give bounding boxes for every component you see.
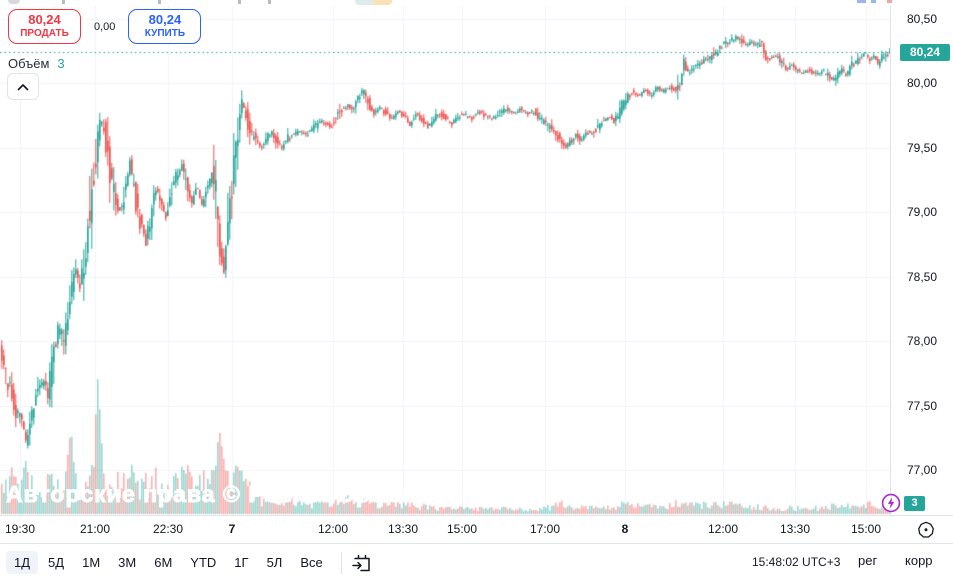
range-button-YTD[interactable]: YTD bbox=[182, 551, 224, 574]
axis-settings-gear-icon[interactable] bbox=[915, 519, 937, 541]
time-tick-label: 12:00 bbox=[317, 522, 349, 536]
price-tick-label: 77,50 bbox=[907, 398, 938, 413]
range-button-1Д[interactable]: 1Д bbox=[6, 551, 39, 574]
range-button-Все[interactable]: Все bbox=[292, 551, 330, 574]
price-tick-label: 78,00 bbox=[907, 334, 938, 348]
sell-label: ПРОДАТЬ bbox=[20, 28, 69, 40]
time-tick-label: 15:00 bbox=[446, 522, 478, 536]
time-tick-label: 13:30 bbox=[779, 522, 811, 536]
top-toolbar-fragment bbox=[355, 0, 373, 5]
volume-legend-value: 3 bbox=[57, 56, 65, 71]
volume-legend-label: Объём bbox=[8, 56, 50, 71]
toolbar-divider bbox=[340, 551, 342, 574]
time-tick-label: 21:00 bbox=[79, 522, 111, 536]
price-tick-label: 79,00 bbox=[907, 205, 938, 219]
top-toolbar-fragment bbox=[373, 0, 392, 5]
price-tick-label: 77,00 bbox=[907, 463, 938, 477]
data-adjustment-button[interactable]: корр bbox=[905, 553, 933, 568]
top-toolbar-fragment bbox=[158, 0, 161, 4]
sell-button[interactable]: 80,24 ПРОДАТЬ bbox=[8, 9, 81, 44]
chevron-up-icon bbox=[17, 83, 29, 90]
time-tick-label: 13:30 bbox=[387, 522, 419, 536]
volume-badge-group: 3 bbox=[880, 492, 925, 514]
current-volume-badge: 3 bbox=[904, 495, 925, 511]
price-axis[interactable]: 80,24 80,50 80,00 79,50 79,00 78,50 78,00 77,5… bbox=[890, 0, 953, 515]
price-tick-label: 80,00 bbox=[907, 76, 938, 90]
go-to-date-icon[interactable] bbox=[350, 551, 374, 575]
time-tick-label: 8 bbox=[621, 522, 629, 536]
date-range-switcher: 1Д 5Д 1M 3M 6M YTD 1Г 5Л Все bbox=[6, 544, 374, 580]
time-axis[interactable]: 19:30 21:00 22:30 7 12:00 13:30 15:00 17:00 8 12:… bbox=[0, 515, 953, 544]
top-toolbar-fragment bbox=[857, 0, 866, 3]
lightning-icon[interactable] bbox=[880, 492, 902, 514]
time-tick-label: 19:30 bbox=[4, 522, 36, 536]
range-button-1Г[interactable]: 1Г bbox=[226, 551, 256, 574]
range-button-1M[interactable]: 1M bbox=[74, 551, 108, 574]
range-button-5Л[interactable]: 5Л bbox=[259, 551, 291, 574]
time-tick-label: 22:30 bbox=[152, 522, 184, 536]
price-tick-label: 80,50 bbox=[907, 11, 938, 26]
last-price-badge: 80,24 bbox=[900, 43, 950, 61]
sell-price: 80,24 bbox=[28, 12, 61, 28]
time-tick-label: 12:00 bbox=[707, 522, 739, 536]
buy-button[interactable]: 80,24 КУПИТЬ bbox=[128, 9, 202, 44]
range-button-3M[interactable]: 3M bbox=[110, 551, 144, 574]
range-button-5Д[interactable]: 5Д bbox=[40, 551, 72, 574]
top-toolbar-cutoff bbox=[0, 0, 953, 6]
bottom-toolbar: Авторские права © Pocket Option 1Д5Д1M3M… bbox=[0, 543, 953, 580]
price-tick-label: 78,50 bbox=[907, 269, 938, 284]
time-tick-label: 15:00 bbox=[850, 522, 882, 536]
clock[interactable]: 15:48:02 UTC+3 bbox=[752, 555, 841, 569]
top-toolbar-fragment bbox=[8, 0, 20, 4]
top-toolbar-fragment bbox=[268, 0, 271, 4]
time-tick-label: 7 bbox=[228, 522, 236, 536]
range-button-6M[interactable]: 6M bbox=[146, 551, 180, 574]
top-toolbar-fragment bbox=[62, 0, 65, 4]
time-tick-label: 17:00 bbox=[529, 522, 561, 536]
top-toolbar-fragment bbox=[238, 0, 241, 4]
buy-price: 80,24 bbox=[148, 12, 182, 28]
spread-value: 0,00 bbox=[94, 20, 116, 33]
top-toolbar-fragment bbox=[887, 0, 892, 3]
session-regular-button[interactable]: рег bbox=[858, 553, 878, 568]
volume-legend: Объём 3 bbox=[8, 56, 65, 71]
order-panel: 80,24 ПРОДАТЬ 0,00 80,24 КУПИТЬ bbox=[8, 9, 202, 44]
buy-label: КУПИТЬ bbox=[144, 28, 186, 40]
price-tick-label: 79,50 bbox=[907, 140, 938, 155]
collapse-panel-button[interactable] bbox=[7, 73, 39, 100]
top-toolbar-fragment bbox=[871, 0, 876, 3]
candlestick-chart[interactable] bbox=[0, 0, 890, 515]
